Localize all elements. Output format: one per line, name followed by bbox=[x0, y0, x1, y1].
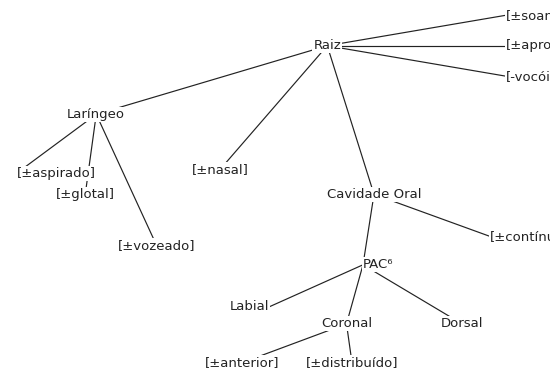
Text: [±nasal]: [±nasal] bbox=[191, 163, 249, 176]
Text: Coronal: Coronal bbox=[321, 317, 372, 330]
Text: Cavidade Oral: Cavidade Oral bbox=[327, 188, 421, 201]
Text: [±contínuo]: [±contínuo] bbox=[490, 230, 550, 243]
Text: [±aspirado]: [±aspirado] bbox=[16, 167, 96, 180]
Text: [-vocóide]: [-vocóide] bbox=[506, 70, 550, 83]
Text: [±anterior]: [±anterior] bbox=[205, 356, 279, 369]
Text: [±distribuído]: [±distribuído] bbox=[306, 356, 398, 369]
Text: Laríngeo: Laríngeo bbox=[67, 108, 125, 121]
Text: [±aproximante]: [±aproximante] bbox=[506, 39, 550, 52]
Text: Dorsal: Dorsal bbox=[441, 317, 483, 330]
Text: PAC⁶: PAC⁶ bbox=[363, 258, 393, 271]
Text: [±vozeado]: [±vozeado] bbox=[118, 239, 195, 252]
Text: [±glotal]: [±glotal] bbox=[56, 188, 115, 201]
Text: Raiz: Raiz bbox=[314, 39, 341, 52]
Text: Labial: Labial bbox=[230, 300, 270, 313]
Text: [±soante]: [±soante] bbox=[506, 9, 550, 22]
